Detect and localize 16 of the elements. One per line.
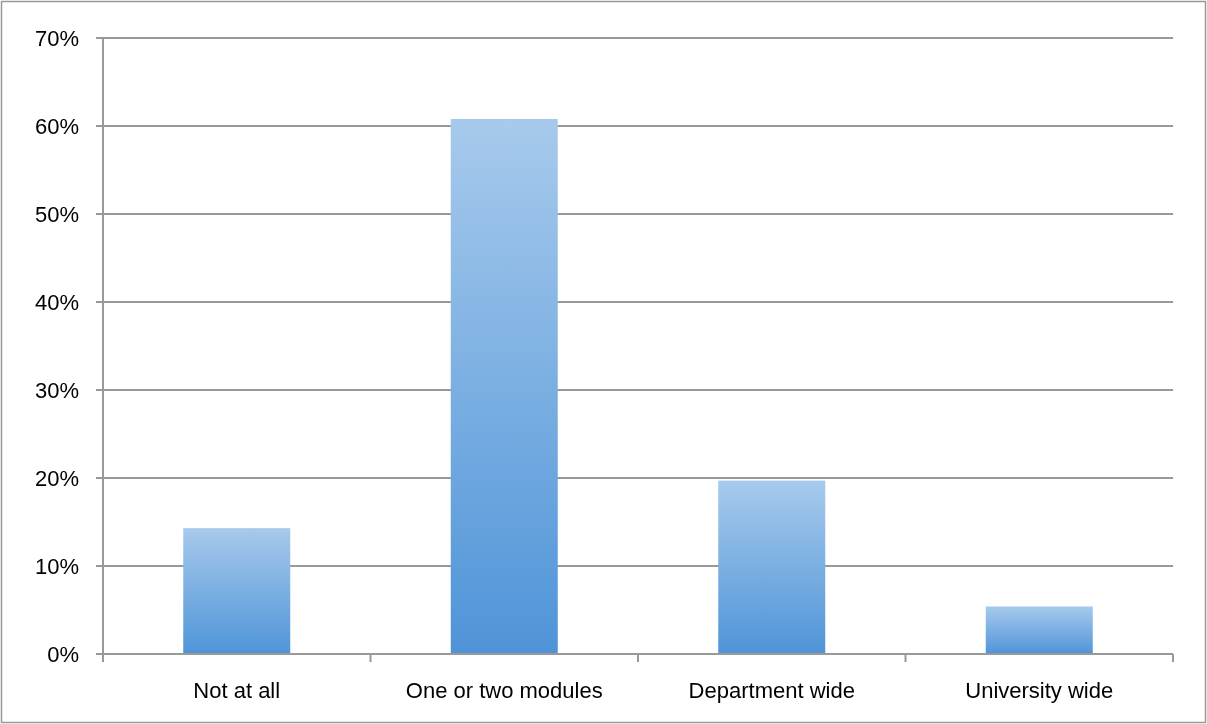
bar xyxy=(183,528,291,654)
bar xyxy=(718,480,826,654)
bar xyxy=(985,606,1093,654)
x-tick-label: One or two modules xyxy=(405,678,603,703)
bar xyxy=(450,118,558,654)
x-tick-label: University wide xyxy=(965,678,1114,703)
x-tick-label: Department wide xyxy=(688,678,855,703)
y-tick-label: 60% xyxy=(34,113,79,139)
y-tick-label: 20% xyxy=(34,465,79,491)
y-tick-label: 50% xyxy=(34,201,79,227)
y-tick-label: 10% xyxy=(34,553,79,579)
y-tick-label: 30% xyxy=(34,377,79,403)
x-tick-label: Not at all xyxy=(193,678,281,703)
y-tick-label: 0% xyxy=(47,641,79,667)
y-tick-label: 70% xyxy=(34,25,79,51)
y-tick-label: 40% xyxy=(34,289,79,315)
